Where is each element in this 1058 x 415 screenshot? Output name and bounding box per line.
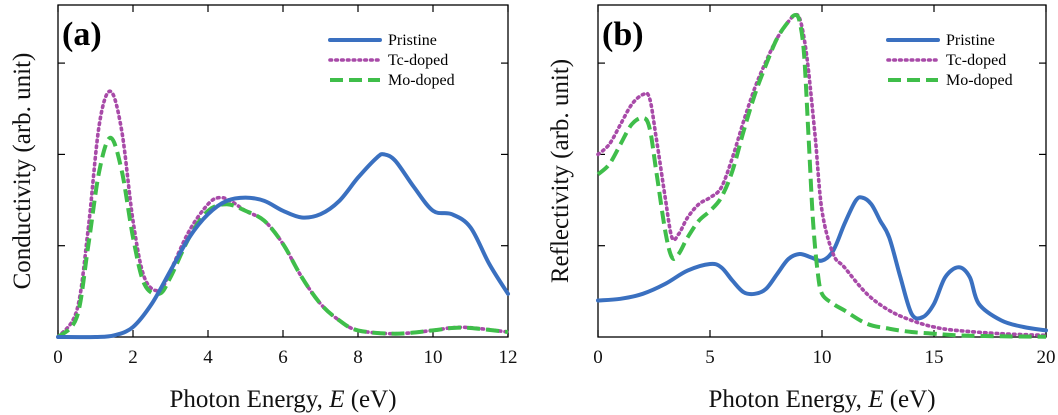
x-axis-label: Photon Energy, E (eV) [169,386,396,413]
x-tick-label: 5 [705,347,715,368]
legend-label: Tc-doped [388,52,448,69]
legend-label: Mo-doped [388,72,455,89]
legend-label: Tc-doped [946,52,1006,69]
x-tick-label: 0 [53,347,63,368]
x-tick-label: 10 [424,347,443,368]
x-tick-label: 15 [925,347,944,368]
panel-label: (a) [62,16,102,53]
x-tick-label: 10 [813,347,832,368]
series-line-mo-doped [56,135,509,339]
x-axis-label-unit: (eV) [883,386,935,413]
series-line-pristine [56,152,510,340]
y-axis-label: Reflectivity (arb. unit) [547,59,574,283]
x-axis-label-var: E [867,386,883,413]
x-tick-label: 4 [203,347,213,368]
legend-label: Pristine [946,32,995,49]
chart-panel-a: 0 2 4 6 8 10 12 Photon Energy, E (eV) Conductivi… [9,4,518,413]
legend: Pristine Tc-doped Mo-doped [328,32,455,89]
x-axis-label: Photon Energy, E (eV) [708,386,935,413]
panel-label: (b) [602,16,644,53]
x-tick-label: 12 [499,347,518,368]
x-tick-label: 8 [353,347,363,368]
x-axis-label-var: E [328,386,344,413]
legend-label: Mo-doped [946,72,1013,89]
x-axis-label-text: Photon Energy, [708,386,868,413]
series-line-tc-doped [56,89,510,339]
x-tick-label: 0 [593,347,603,368]
series-line-pristine [596,195,1048,333]
x-axis-label-unit: (eV) [344,386,396,413]
x-axis-label-text: Photon Energy, [169,386,329,413]
legend-label: Pristine [388,32,437,49]
legend: Pristine Tc-doped Mo-doped [886,32,1013,89]
x-tick-label: 20 [1037,347,1056,368]
x-tick-label: 6 [278,347,288,368]
chart-panel-b: 0 5 10 15 20 Photon Energy, E (eV) Reflectivit… [547,4,1056,413]
x-tick-label: 2 [128,347,138,368]
series-line-mo-doped [596,13,1047,339]
y-axis-label: Conductivity (arb. unit) [9,53,36,290]
